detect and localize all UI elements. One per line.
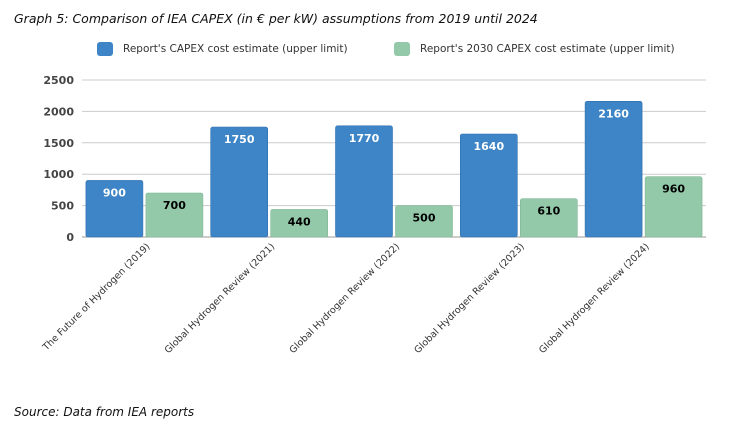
bar-capex xyxy=(210,126,268,238)
data-label: 500 xyxy=(413,212,436,225)
legend-item-capex: Report's CAPEX cost estimate (upper limi… xyxy=(97,42,348,56)
bar-capex xyxy=(85,180,144,238)
source-note: Source: Data from IEA reports xyxy=(14,405,195,419)
bar-2030-capex xyxy=(270,209,329,238)
bar-2030-capex xyxy=(519,198,578,238)
legend-swatch-2030-capex xyxy=(394,42,410,56)
legend-item-2030-capex: Report's 2030 CAPEX cost estimate (upper… xyxy=(394,42,675,56)
legend-label-capex: Report's CAPEX cost estimate (upper limi… xyxy=(123,43,348,55)
x-category-label: Global Hydrogen Review (2024) xyxy=(537,241,652,356)
y-tick-label: 2500 xyxy=(43,74,74,87)
data-label: 960 xyxy=(662,183,685,196)
y-tick-label: 1500 xyxy=(43,137,74,150)
bar-2030-capex xyxy=(644,176,703,238)
data-label: 900 xyxy=(103,186,126,199)
x-category-label: The Future of Hydrogen (2019) xyxy=(40,241,152,353)
x-category-label: Global Hydrogen Review (2021) xyxy=(163,241,278,356)
chart-title: Graph 5: Comparison of IEA CAPEX (in € p… xyxy=(14,11,538,26)
bar-chart: 0 500 1000 1500 2000 2500 900 700 The Future of … xyxy=(40,74,706,356)
y-tick-label: 1000 xyxy=(43,168,74,181)
x-category-label: Global Hydrogen Review (2023) xyxy=(412,241,527,356)
bar-capex xyxy=(584,101,643,238)
data-label: 1770 xyxy=(349,132,380,145)
legend-label-2030-capex: Report's 2030 CAPEX cost estimate (upper… xyxy=(420,43,675,55)
data-label: 610 xyxy=(537,205,560,218)
data-label: 700 xyxy=(163,199,186,212)
bar-capex xyxy=(459,133,518,238)
data-label: 1640 xyxy=(473,140,504,153)
data-label: 1750 xyxy=(224,133,255,146)
legend-swatch-capex xyxy=(97,42,113,56)
x-category-label: Global Hydrogen Review (2022) xyxy=(288,241,403,356)
chart-legend: Report's CAPEX cost estimate (upper limi… xyxy=(0,42,741,62)
data-label: 2160 xyxy=(598,107,629,120)
bar-capex xyxy=(335,125,393,238)
bar-2030-capex xyxy=(395,205,453,238)
bar-2030-capex xyxy=(145,192,204,238)
y-tick-label: 2000 xyxy=(43,105,74,118)
y-tick-label: 500 xyxy=(51,200,74,213)
data-label: 440 xyxy=(288,215,311,228)
y-tick-label: 0 xyxy=(66,231,74,244)
